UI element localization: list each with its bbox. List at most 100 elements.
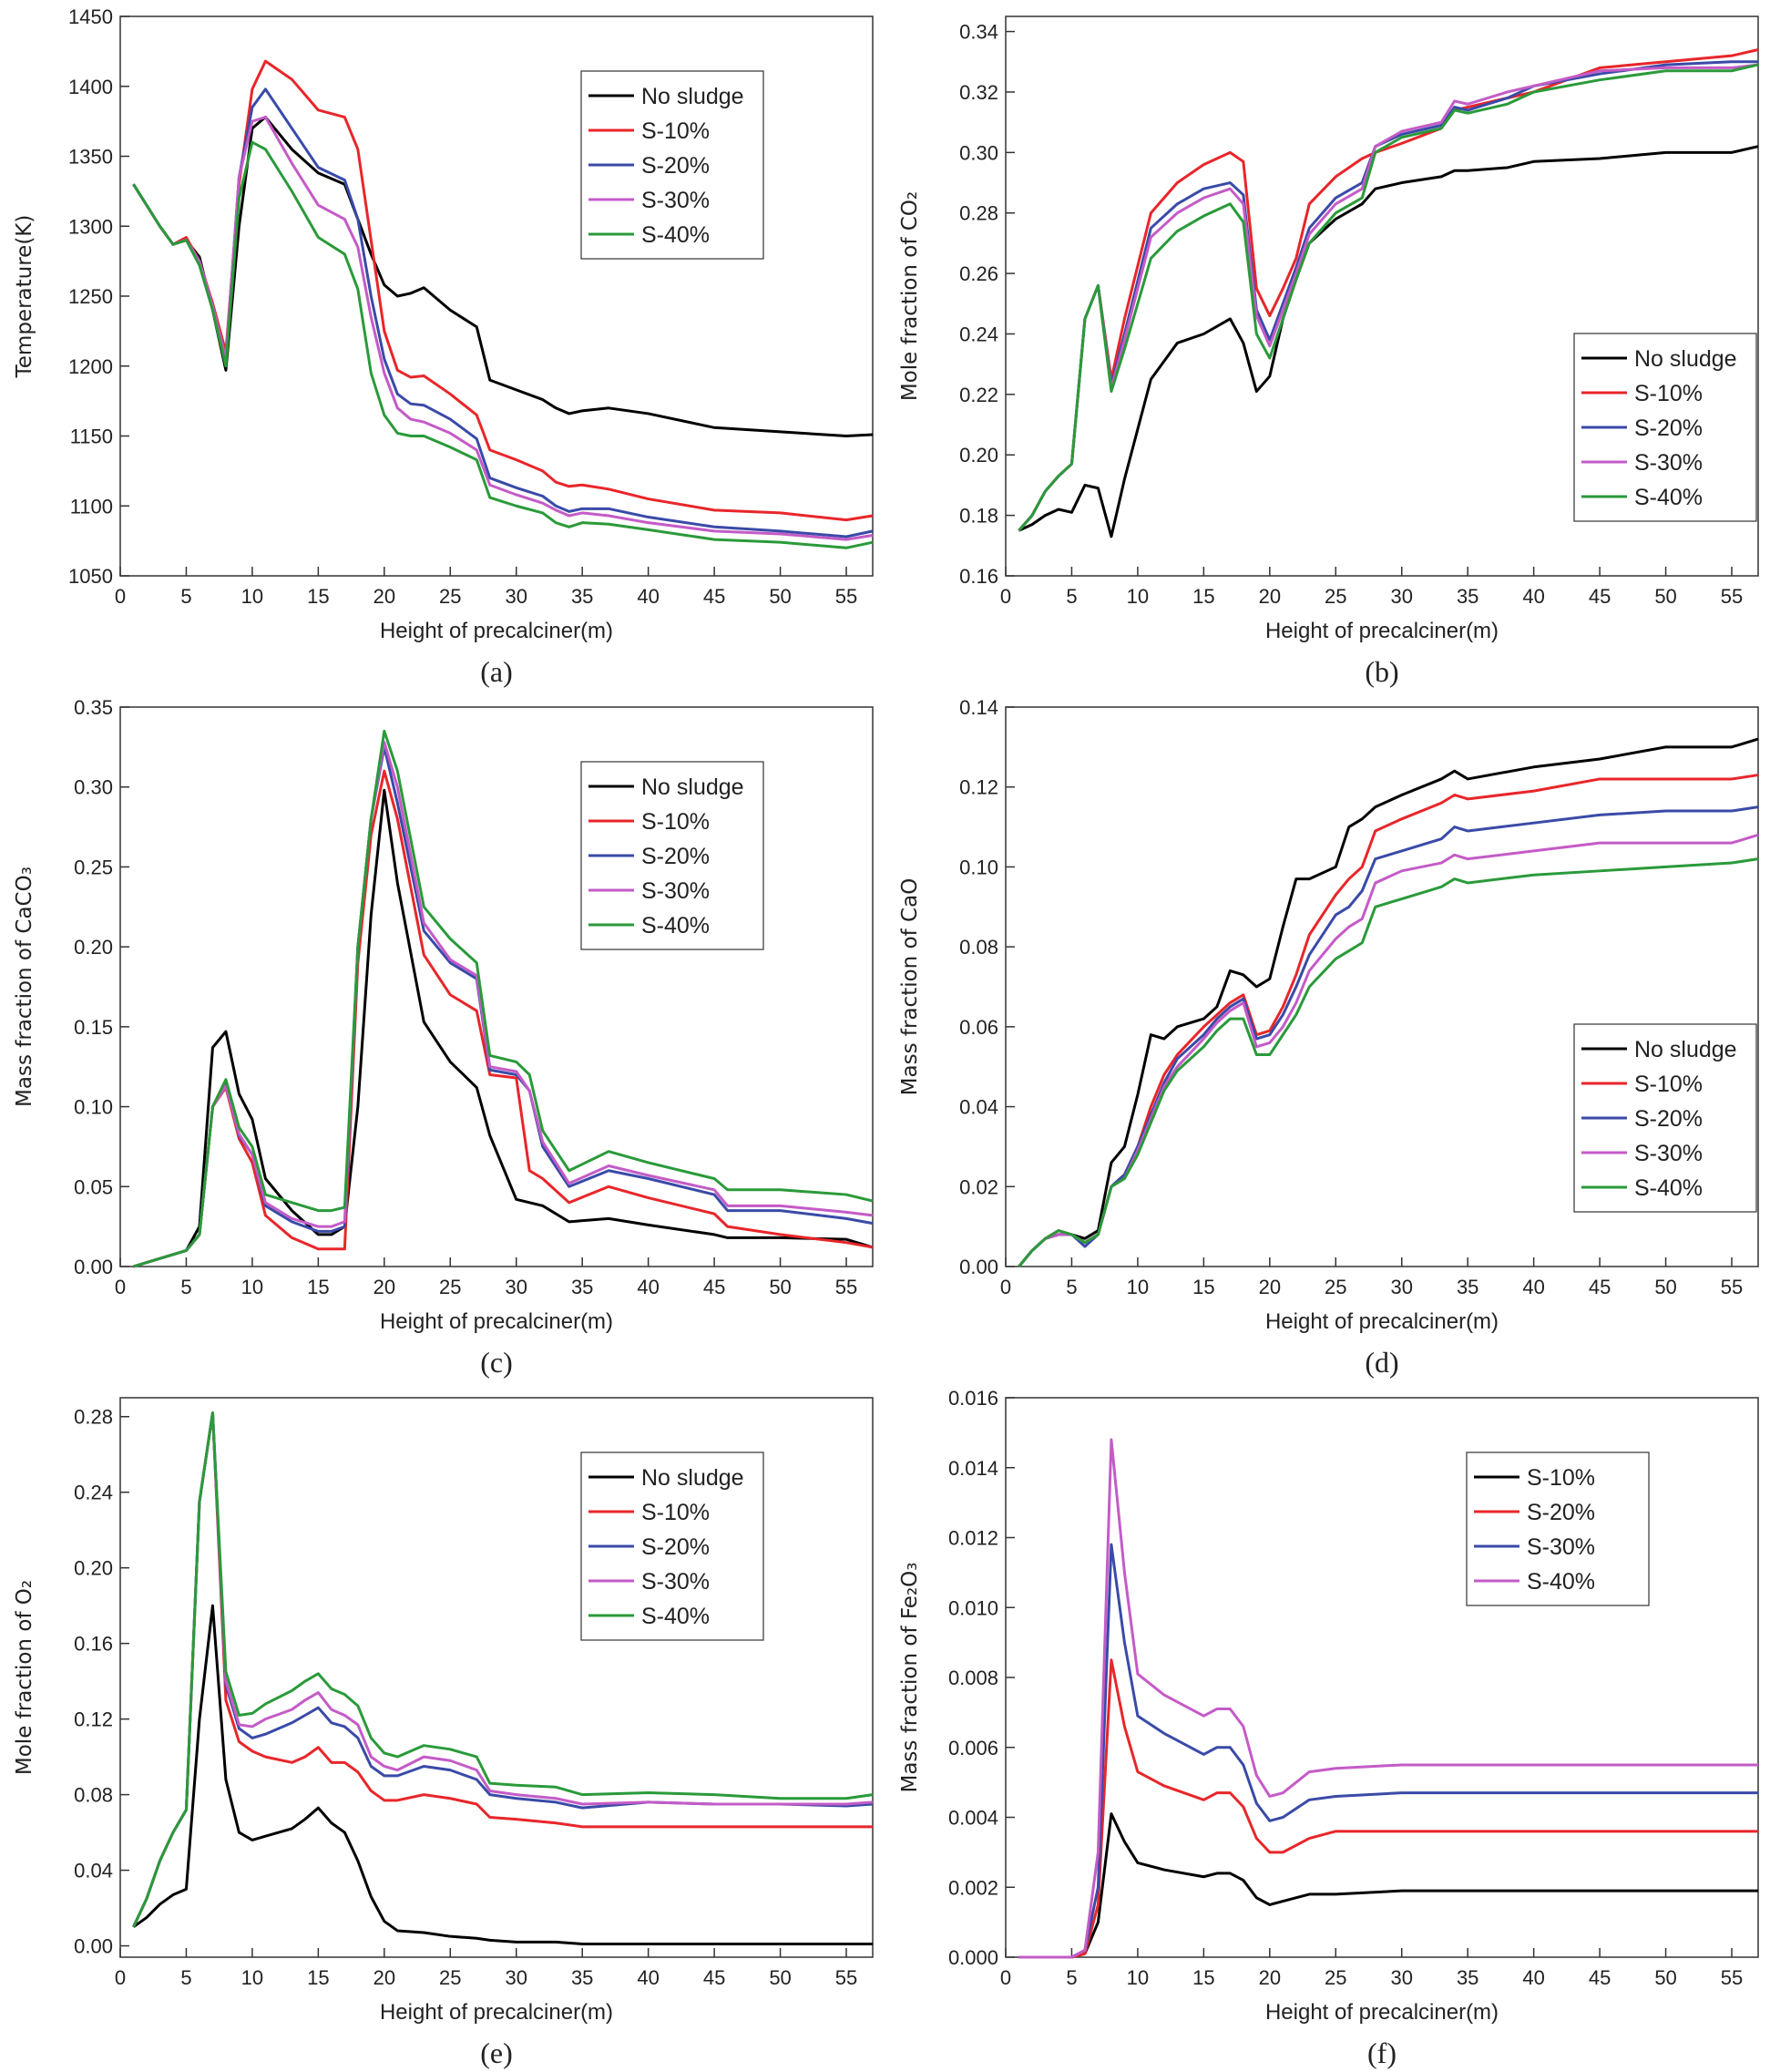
y-tick-label: 0.02 bbox=[959, 1175, 998, 1198]
y-tick-label: 0.016 bbox=[948, 1387, 998, 1410]
x-tick-label: 35 bbox=[1457, 1966, 1478, 1989]
y-axis-label: Mole fraction of CO₂ bbox=[898, 191, 922, 401]
y-tick-label: 0.30 bbox=[959, 141, 998, 164]
legend: No sludge S-10% S-20% S-30% S-40% bbox=[580, 1451, 764, 1641]
x-tick-label: 5 bbox=[180, 585, 191, 608]
y-tick-label: 0.00 bbox=[959, 1256, 998, 1278]
x-axis-label: Height of precalciner(m) bbox=[1265, 2000, 1499, 2025]
legend-label: S-40% bbox=[641, 222, 710, 248]
series-line bbox=[132, 1604, 873, 1945]
legend-label: S-40% bbox=[1634, 485, 1703, 510]
x-axis-label: Height of precalciner(m) bbox=[380, 2000, 613, 2025]
x-tick-label: 30 bbox=[1390, 1966, 1412, 1989]
y-tick-label: 0.12 bbox=[74, 1708, 113, 1731]
caption: (f) bbox=[1367, 2036, 1397, 2069]
x-tick-label: 15 bbox=[1192, 1966, 1214, 1989]
x-tick-label: 0 bbox=[1000, 1276, 1011, 1298]
x-tick-label: 50 bbox=[1654, 1276, 1676, 1298]
x-tick-label: 20 bbox=[373, 1966, 395, 1989]
x-tick-label: 30 bbox=[505, 1276, 527, 1298]
y-tick-label: 0.12 bbox=[959, 776, 998, 799]
legend: No sludge S-10% S-20% S-30% S-40% bbox=[1573, 333, 1757, 522]
legend-label: S-40% bbox=[1527, 1569, 1595, 1595]
legend-label: No sludge bbox=[641, 84, 744, 109]
plot-frame bbox=[1005, 15, 1759, 577]
y-tick-label: 0.20 bbox=[74, 1557, 113, 1580]
x-tick-label: 0 bbox=[115, 585, 126, 608]
y-tick-label: 0.05 bbox=[74, 1175, 113, 1198]
legend-label: S-20% bbox=[641, 1534, 710, 1560]
legend-label: S-30% bbox=[641, 1569, 710, 1595]
x-tick-label: 0 bbox=[1000, 585, 1011, 608]
y-tick-label: 0.28 bbox=[959, 202, 998, 225]
chart-panel: 0 5 10 15 20 25 30 35 40 45 50 55 1050 1100 1150 1200 12… bbox=[13, 5, 874, 688]
y-tick-label: 1250 bbox=[68, 285, 113, 308]
legend: S-10% S-20% S-30% S-40% bbox=[1466, 1451, 1650, 1606]
legend-label: S-20% bbox=[1527, 1500, 1595, 1525]
series-line bbox=[1018, 1658, 1758, 1959]
chart-panel: 0 5 10 15 20 25 30 35 40 45 50 55 0.00 0.02 0.04 0.06 0.… bbox=[898, 696, 1759, 1379]
x-tick-label: 55 bbox=[1721, 585, 1743, 608]
x-tick-label: 35 bbox=[1457, 1276, 1478, 1298]
x-tick-label: 20 bbox=[1259, 1966, 1281, 1989]
x-tick-label: 0 bbox=[115, 1276, 126, 1298]
y-axis-label: Mole fraction of O₂ bbox=[13, 1580, 36, 1775]
legend-label: S-20% bbox=[1634, 1106, 1703, 1132]
legend-label: S-30% bbox=[641, 878, 710, 904]
y-tick-label: 0.002 bbox=[948, 1876, 998, 1899]
y-tick-label: 0.22 bbox=[959, 384, 998, 406]
legend-label: S-30% bbox=[641, 188, 710, 213]
x-tick-label: 10 bbox=[241, 1966, 263, 1989]
x-tick-label: 30 bbox=[1390, 585, 1412, 608]
y-tick-label: 1350 bbox=[68, 146, 113, 169]
legend-label: No sludge bbox=[1634, 346, 1737, 372]
x-tick-label: 30 bbox=[505, 585, 527, 608]
x-tick-label: 40 bbox=[637, 1966, 659, 1989]
legend-label: S-20% bbox=[641, 153, 710, 179]
y-tick-label: 0.08 bbox=[959, 936, 998, 959]
x-tick-label: 40 bbox=[1522, 1276, 1544, 1298]
chart-panel: 0 5 10 15 20 25 30 35 40 45 50 55 0.000 0.002 0.004 0.0… bbox=[898, 1387, 1759, 2069]
legend-label: No sludge bbox=[1634, 1037, 1737, 1062]
x-tick-label: 45 bbox=[703, 1276, 725, 1298]
x-tick-label: 45 bbox=[703, 585, 725, 608]
x-tick-label: 50 bbox=[1654, 585, 1676, 608]
y-tick-label: 0.34 bbox=[959, 21, 998, 44]
y-tick-label: 0.16 bbox=[74, 1633, 113, 1656]
y-tick-label: 0.35 bbox=[74, 696, 113, 719]
y-tick-label: 0.10 bbox=[959, 856, 998, 878]
caption: (b) bbox=[1365, 655, 1398, 688]
series-line bbox=[1018, 1812, 1758, 1959]
y-tick-label: 1150 bbox=[70, 426, 113, 448]
x-tick-label: 55 bbox=[1721, 1966, 1743, 1989]
y-tick-label: 0.16 bbox=[959, 565, 998, 588]
y-tick-label: 1300 bbox=[68, 215, 113, 238]
x-tick-label: 45 bbox=[703, 1966, 725, 1989]
x-tick-label: 10 bbox=[241, 585, 263, 608]
x-tick-label: 20 bbox=[1259, 585, 1281, 608]
y-tick-label: 0.32 bbox=[959, 81, 998, 104]
y-tick-label: 1100 bbox=[70, 495, 113, 518]
legend-label: S-40% bbox=[1634, 1175, 1703, 1201]
x-tick-label: 55 bbox=[835, 1276, 857, 1298]
x-tick-label: 55 bbox=[835, 585, 857, 608]
x-axis-label: Height of precalciner(m) bbox=[380, 1309, 613, 1334]
x-tick-label: 35 bbox=[571, 1966, 593, 1989]
legend-label: S-10% bbox=[641, 809, 710, 835]
legend-label: S-30% bbox=[1527, 1534, 1595, 1560]
x-tick-label: 10 bbox=[1127, 1276, 1149, 1298]
series-line bbox=[133, 741, 874, 1268]
legend-label: No sludge bbox=[641, 1465, 744, 1491]
y-tick-label: 1050 bbox=[68, 565, 113, 588]
x-tick-label: 40 bbox=[1522, 1966, 1544, 1989]
legend-label: S-20% bbox=[641, 844, 710, 869]
x-tick-label: 0 bbox=[1000, 1966, 1011, 1989]
x-tick-label: 5 bbox=[1066, 1966, 1077, 1989]
legend-label: No sludge bbox=[641, 774, 744, 800]
legend-label: S-30% bbox=[1634, 1141, 1703, 1166]
x-tick-label: 35 bbox=[571, 585, 593, 608]
x-tick-label: 55 bbox=[835, 1966, 857, 1989]
plot-frame bbox=[1005, 706, 1759, 1267]
y-tick-label: 0.20 bbox=[74, 936, 113, 959]
